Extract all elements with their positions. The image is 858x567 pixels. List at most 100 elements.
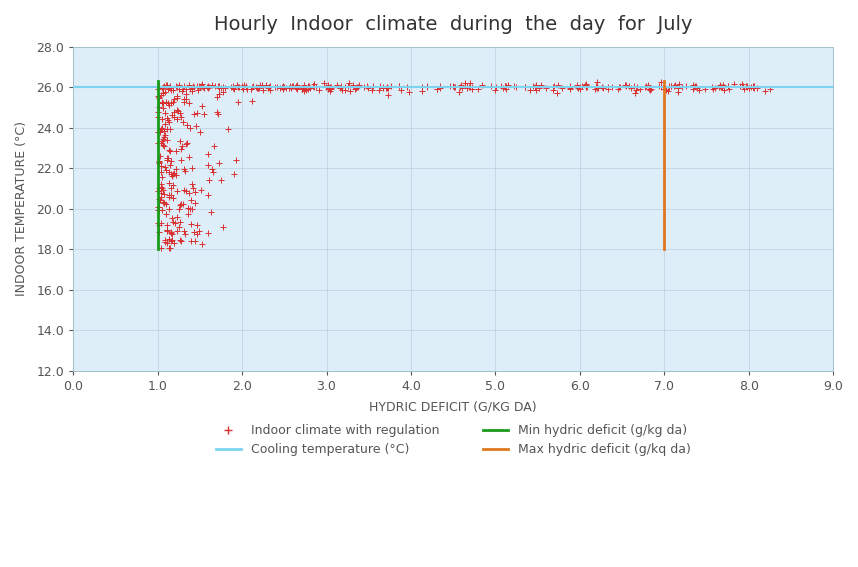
Point bbox=[458, 78, 472, 87]
Point bbox=[589, 83, 603, 92]
Point bbox=[162, 244, 176, 253]
Point bbox=[251, 83, 265, 92]
Point bbox=[263, 82, 277, 91]
Point bbox=[166, 86, 180, 95]
Point bbox=[238, 81, 251, 90]
Point bbox=[164, 156, 178, 165]
Point bbox=[185, 86, 199, 95]
Point bbox=[152, 112, 166, 121]
Point bbox=[750, 84, 764, 93]
Point bbox=[652, 82, 666, 91]
Point bbox=[690, 83, 704, 92]
Point bbox=[162, 191, 176, 200]
Point bbox=[155, 115, 169, 124]
Point bbox=[174, 200, 188, 209]
Point bbox=[392, 82, 406, 91]
Point bbox=[178, 84, 192, 94]
Point bbox=[158, 109, 172, 118]
Point bbox=[433, 83, 447, 92]
Point bbox=[462, 79, 476, 88]
Point bbox=[270, 83, 284, 92]
Title: Hourly  Indoor  climate  during  the  day  for  July: Hourly Indoor climate during the day for… bbox=[214, 15, 692, 34]
Point bbox=[161, 116, 175, 125]
Point bbox=[662, 82, 676, 91]
Point bbox=[547, 82, 561, 91]
Point bbox=[200, 83, 214, 92]
Point bbox=[415, 87, 429, 96]
Point bbox=[171, 83, 184, 92]
Point bbox=[299, 85, 312, 94]
Point bbox=[501, 81, 515, 90]
Point bbox=[251, 83, 264, 92]
Point bbox=[167, 108, 181, 117]
Point bbox=[563, 82, 577, 91]
Point bbox=[152, 156, 166, 165]
Point bbox=[579, 81, 593, 90]
Point bbox=[169, 146, 183, 155]
Point bbox=[172, 84, 185, 93]
Point bbox=[156, 98, 170, 107]
Point bbox=[687, 83, 701, 92]
Point bbox=[162, 168, 176, 177]
Point bbox=[259, 80, 273, 89]
Point bbox=[279, 84, 293, 93]
Point bbox=[173, 137, 187, 146]
Point bbox=[579, 79, 593, 88]
Point bbox=[262, 83, 275, 92]
Point bbox=[170, 187, 184, 196]
Point bbox=[195, 240, 208, 249]
Point bbox=[216, 222, 230, 231]
Point bbox=[160, 153, 174, 162]
Point bbox=[232, 98, 245, 107]
Point bbox=[188, 236, 202, 245]
Point bbox=[187, 82, 201, 91]
Point bbox=[172, 204, 186, 213]
Point bbox=[206, 167, 220, 176]
Point bbox=[740, 82, 753, 91]
Point bbox=[154, 91, 168, 100]
Point bbox=[698, 84, 712, 94]
Point bbox=[717, 82, 731, 91]
Point bbox=[601, 82, 614, 91]
Point bbox=[285, 81, 299, 90]
Point bbox=[379, 83, 393, 92]
Point bbox=[747, 83, 761, 92]
Point bbox=[158, 87, 172, 96]
Point bbox=[321, 81, 335, 90]
Point bbox=[289, 84, 303, 93]
Point bbox=[563, 84, 577, 93]
Point bbox=[534, 81, 547, 90]
Point bbox=[159, 98, 172, 107]
Point bbox=[156, 186, 170, 195]
Point bbox=[216, 82, 230, 91]
Point bbox=[746, 82, 760, 91]
Point bbox=[564, 83, 577, 92]
Point bbox=[171, 94, 184, 103]
Point bbox=[203, 208, 217, 217]
Point bbox=[338, 83, 352, 92]
Point bbox=[166, 172, 179, 181]
Point bbox=[627, 81, 641, 90]
Point bbox=[173, 108, 187, 117]
Point bbox=[155, 173, 169, 182]
Point bbox=[662, 83, 675, 92]
Point bbox=[686, 85, 700, 94]
Point bbox=[190, 230, 204, 239]
Point bbox=[555, 83, 569, 92]
Point bbox=[262, 84, 275, 93]
Point bbox=[465, 82, 479, 91]
Point bbox=[151, 206, 165, 215]
Point bbox=[420, 82, 433, 91]
Point bbox=[192, 82, 206, 91]
Point bbox=[382, 90, 396, 99]
Point bbox=[239, 82, 252, 91]
Point bbox=[741, 83, 755, 92]
Point bbox=[322, 84, 335, 94]
Point bbox=[151, 91, 165, 100]
Point bbox=[158, 189, 172, 198]
Point bbox=[154, 151, 167, 160]
Point bbox=[152, 159, 166, 168]
Point bbox=[183, 204, 196, 213]
Point bbox=[162, 235, 176, 244]
Point bbox=[153, 194, 166, 203]
